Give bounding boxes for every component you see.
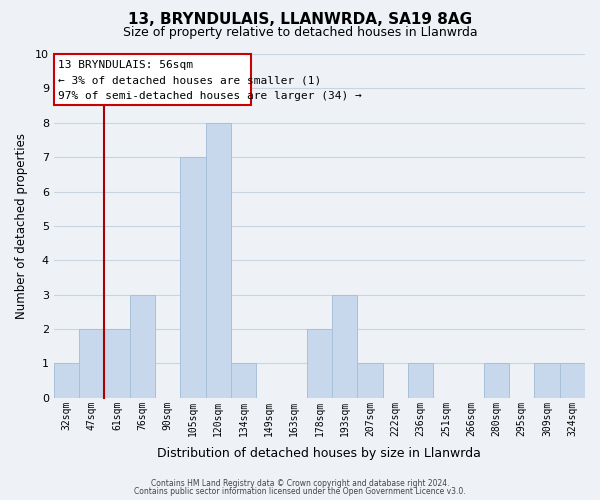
Bar (560, 364, 585, 398)
X-axis label: Distribution of detached houses by size in Llanwrda: Distribution of detached houses by size … (157, 447, 481, 460)
Bar (54, 364, 79, 398)
Text: Contains public sector information licensed under the Open Government Licence v3: Contains public sector information licen… (134, 487, 466, 496)
Bar (358, 364, 383, 398)
Bar (535, 364, 560, 398)
Bar (484, 364, 509, 398)
Text: 13 BRYNDULAIS: 56sqm: 13 BRYNDULAIS: 56sqm (58, 60, 193, 70)
Bar (104, 329, 130, 398)
Bar (79, 329, 104, 398)
Bar (307, 329, 332, 398)
Text: ← 3% of detached houses are smaller (1): ← 3% of detached houses are smaller (1) (58, 76, 321, 86)
FancyBboxPatch shape (54, 54, 251, 105)
Bar (231, 364, 256, 398)
Text: Contains HM Land Registry data © Crown copyright and database right 2024.: Contains HM Land Registry data © Crown c… (151, 478, 449, 488)
Bar (408, 364, 433, 398)
Bar (130, 294, 155, 398)
Y-axis label: Number of detached properties: Number of detached properties (15, 133, 28, 319)
Bar (180, 157, 206, 398)
Bar (332, 294, 358, 398)
Text: Size of property relative to detached houses in Llanwrda: Size of property relative to detached ho… (122, 26, 478, 39)
Text: 13, BRYNDULAIS, LLANWRDA, SA19 8AG: 13, BRYNDULAIS, LLANWRDA, SA19 8AG (128, 12, 472, 28)
Bar (206, 123, 231, 398)
Text: 97% of semi-detached houses are larger (34) →: 97% of semi-detached houses are larger (… (58, 91, 361, 101)
